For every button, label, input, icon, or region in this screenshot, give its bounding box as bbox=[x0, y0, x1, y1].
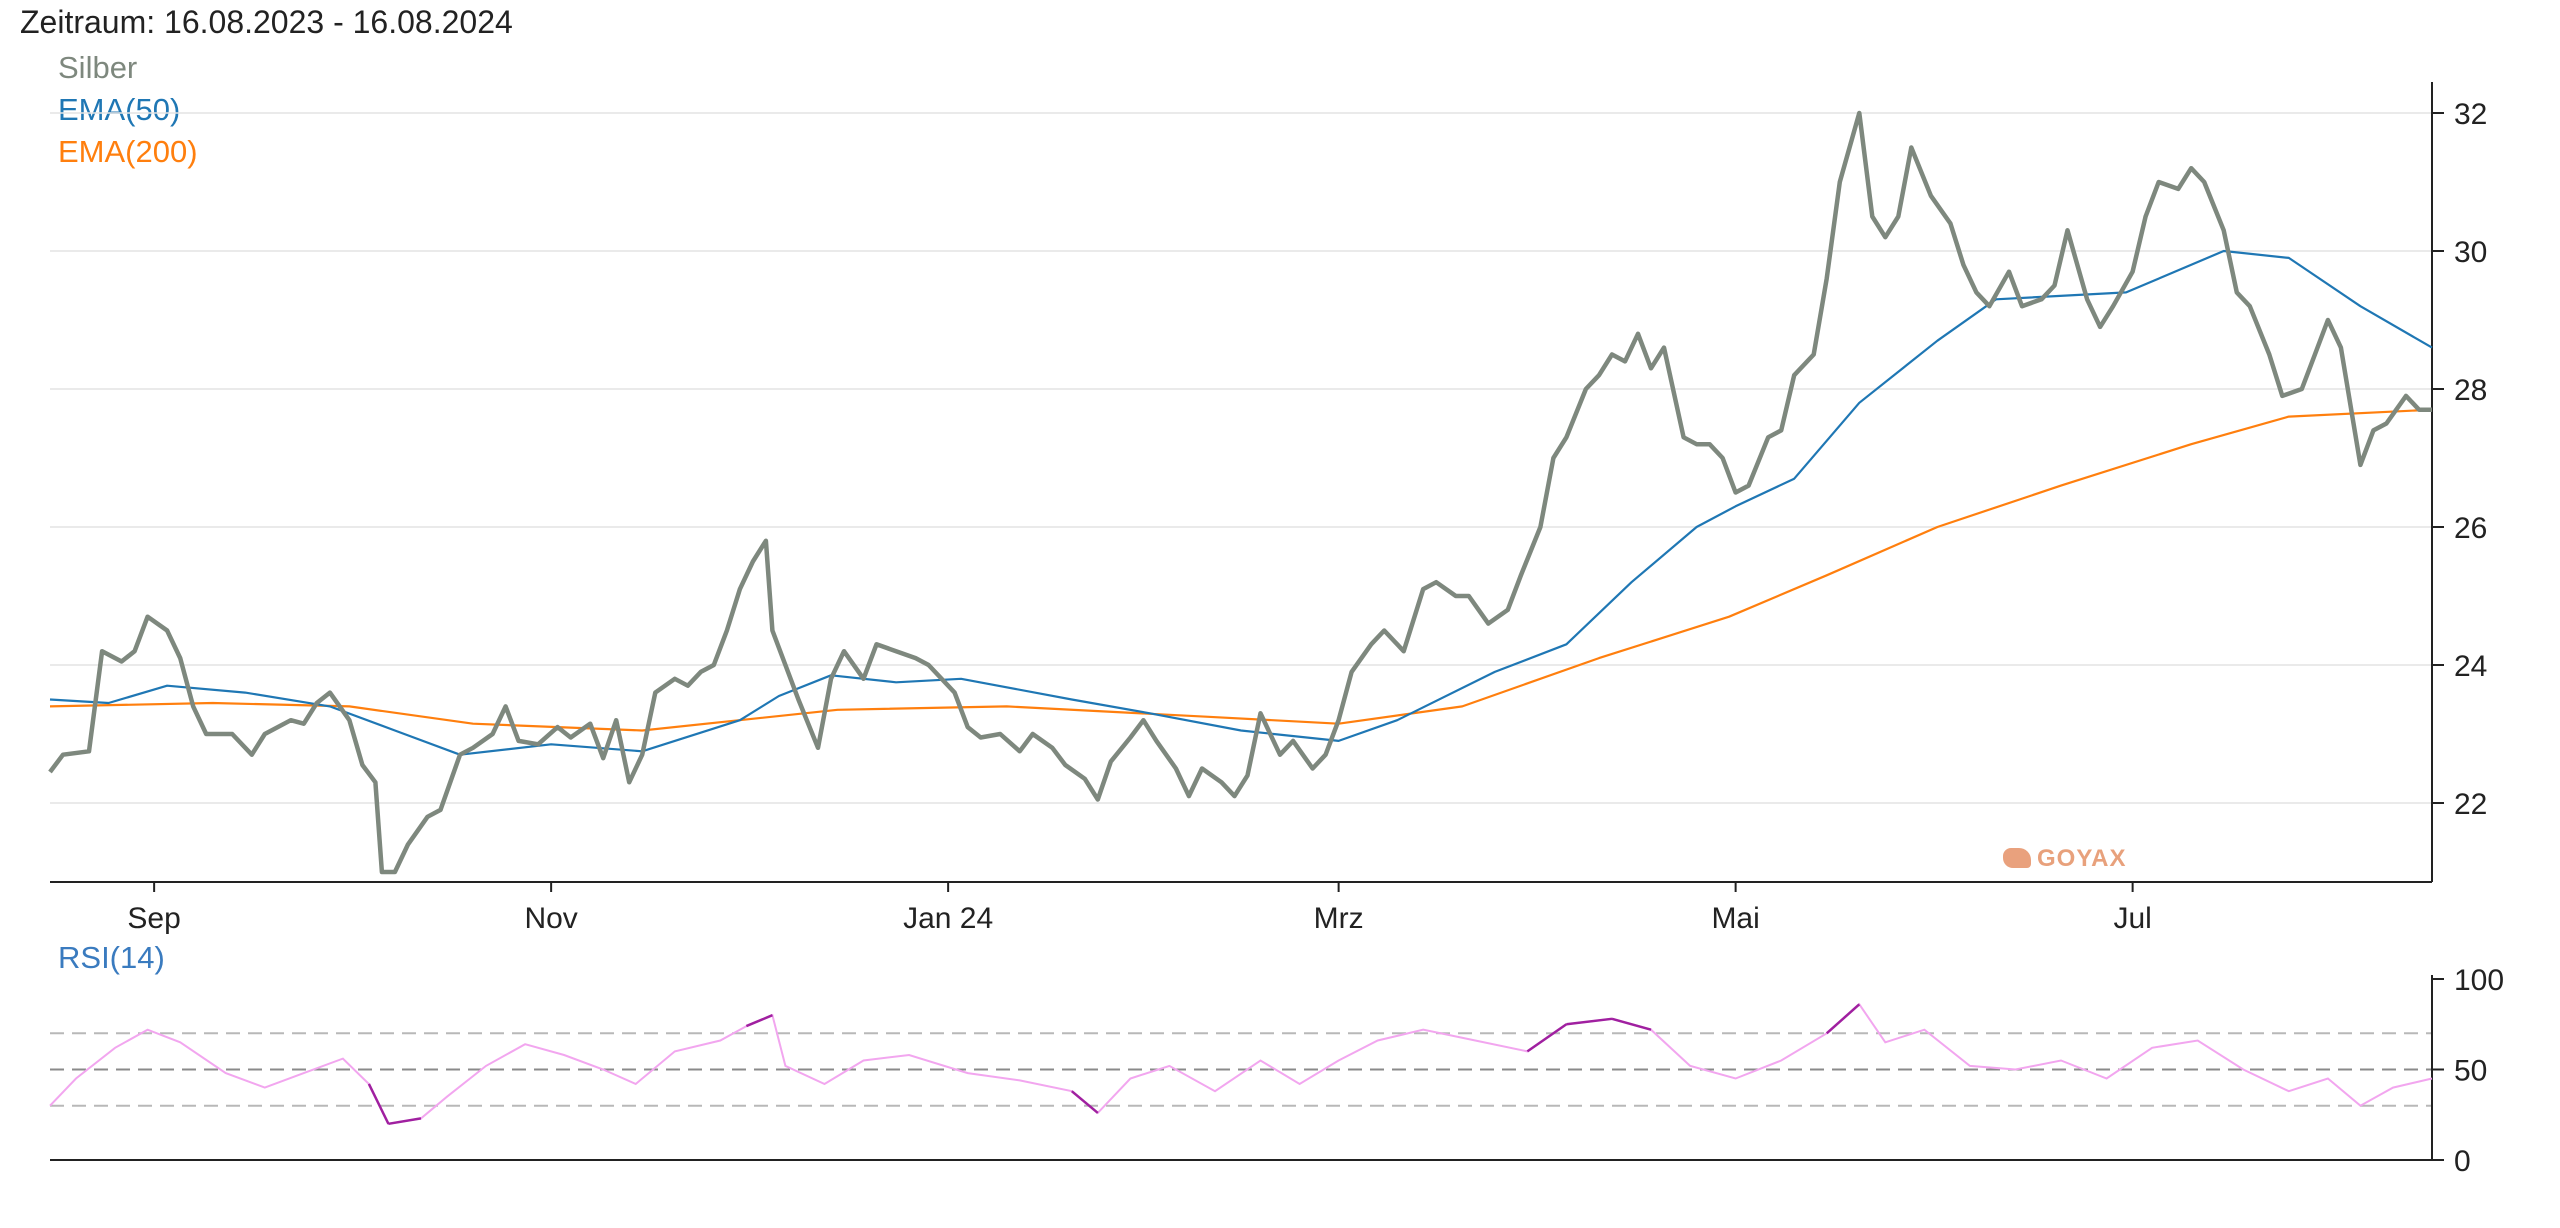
y-tick-label: 28 bbox=[2454, 374, 2487, 407]
legend-ema50: EMA(50) bbox=[58, 92, 181, 127]
series-ema200 bbox=[49, 408, 2433, 732]
goyax-watermark: GOYAX bbox=[2003, 845, 2126, 873]
rsi-y-tick-label: 0 bbox=[2454, 1145, 2471, 1178]
watermark-text: GOYAX bbox=[2037, 845, 2127, 872]
x-tick-label: Nov bbox=[524, 902, 577, 935]
x-tick-label: Mrz bbox=[1314, 902, 1364, 935]
rsi-axes: 0 50 100 bbox=[50, 964, 2504, 1178]
rsi-reference-lines bbox=[50, 1032, 2432, 1107]
y-tick-label: 24 bbox=[2454, 650, 2487, 683]
period-title: Zeitraum: 16.08.2023 - 16.08.2024 bbox=[20, 4, 513, 40]
rsi-y-tick-label: 100 bbox=[2454, 964, 2504, 997]
rsi-extreme-segment bbox=[1611, 1017, 1652, 1031]
main-gridlines bbox=[50, 112, 2432, 804]
x-tick-label: Jul bbox=[2113, 902, 2151, 935]
series-silber bbox=[48, 110, 2432, 875]
rsi-extreme-segment bbox=[1825, 1003, 1861, 1035]
rsi-extreme-segment bbox=[1070, 1090, 1099, 1114]
y-tick-label: 22 bbox=[2454, 788, 2487, 821]
bull-logo-icon bbox=[2003, 848, 2031, 868]
y-tick-label: 26 bbox=[2454, 512, 2487, 545]
rsi-extreme-segment bbox=[1526, 1023, 1568, 1053]
rsi-extreme-segment bbox=[745, 1014, 773, 1028]
legend-rsi: RSI(14) bbox=[58, 940, 165, 975]
rsi-series bbox=[49, 1002, 2433, 1126]
x-tick-label: Jan 24 bbox=[903, 902, 993, 935]
main-series bbox=[48, 110, 2433, 875]
rsi-y-tick-label: 50 bbox=[2454, 1055, 2487, 1088]
y-tick-label: 30 bbox=[2454, 236, 2487, 269]
x-tick-label: Sep bbox=[127, 902, 180, 935]
rsi-extreme-segment bbox=[1566, 1017, 1613, 1026]
y-tick-label: 32 bbox=[2454, 98, 2487, 131]
rsi-extreme-segment bbox=[388, 1117, 422, 1126]
x-tick-label: Mai bbox=[1711, 902, 1759, 935]
legend-ema200: EMA(200) bbox=[58, 134, 198, 169]
series-ema50 bbox=[49, 249, 2433, 756]
legend-silber: Silber bbox=[58, 50, 138, 85]
rsi-extreme-segment bbox=[367, 1083, 390, 1125]
main-axes: 22 24 26 28 30 32 Sep Nov Jan 24 Mrz Mai Jul bbox=[50, 82, 2487, 935]
